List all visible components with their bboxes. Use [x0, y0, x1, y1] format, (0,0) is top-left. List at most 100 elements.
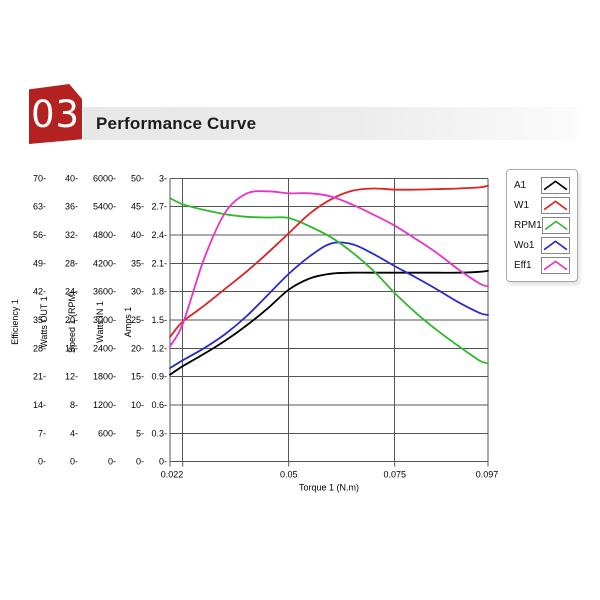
y-tick-label: 1200- — [93, 400, 116, 410]
y-tick-label: 1800- — [93, 372, 116, 382]
page-title: Performance Curve — [96, 113, 257, 133]
y-axis-title: Watts IN 1 — [95, 301, 105, 343]
y-tick-label: 2.7- — [151, 202, 167, 212]
y-tick-label: 2400- — [93, 343, 116, 353]
y-tick-label: 63- — [33, 202, 46, 212]
y-tick-label: 5400- — [93, 202, 116, 212]
y-tick-label: 3000- — [93, 315, 116, 325]
y-tick-label: 3600- — [93, 287, 116, 297]
y-tick-label: 36- — [65, 202, 78, 212]
y-tick-label: 1.2- — [151, 343, 167, 353]
y-tick-label: 0- — [38, 457, 46, 467]
y-tick-label: 20- — [65, 315, 78, 325]
y-tick-label: 2.1- — [151, 258, 167, 268]
y-tick-label: 0.3- — [151, 428, 167, 438]
y-tick-label: 7- — [38, 428, 46, 438]
y-tick-label: 0- — [108, 457, 116, 467]
section-title-bar: Performance Curve — [83, 107, 577, 140]
y-tick-label: 0.9- — [151, 372, 167, 382]
y-tick-label: 70- — [33, 173, 46, 183]
y-tick-label: 2.4- — [151, 230, 167, 240]
legend-label: Eff1 — [514, 259, 532, 271]
x-axis: 0.022 0.05 0.075 0.097 Torque 1 (N.m) — [161, 461, 499, 493]
legend-label: W1 — [514, 199, 529, 211]
x-tick-label: 0.097 — [476, 470, 499, 480]
series-line-w1 — [169, 184, 489, 338]
series-line-wo1 — [169, 241, 489, 370]
y-tick-label: 16- — [65, 343, 78, 353]
y-tick-label: 0- — [136, 457, 144, 467]
legend-swatch-icon — [541, 196, 570, 214]
y-axis-title: Amps 1 — [123, 307, 133, 338]
y-axis-title: Speed 1 (RPM) — [67, 291, 77, 353]
y-tick-label: 21- — [33, 372, 46, 382]
y-tick-label: 42- — [33, 287, 46, 297]
legend-label: Wo1 — [514, 239, 535, 251]
y-tick-label: 3- — [159, 173, 167, 183]
section-number: 03 — [30, 92, 81, 136]
series-line-a1 — [169, 269, 489, 376]
legend-item-rpm1: RPM1 — [514, 215, 570, 235]
y-tick-label: 40- — [131, 230, 144, 240]
y-tick-label: 50- — [131, 173, 144, 183]
y-tick-label: 28- — [65, 258, 78, 268]
y-tick-label: 5- — [136, 428, 144, 438]
series-line-rpm1 — [169, 197, 489, 365]
y-axes: 70- 63- 56- 49- 42- 35- 28- 21- 14- 7- 0- Efficienc… — [10, 173, 167, 466]
y-tick-label: 12- — [65, 372, 78, 382]
y-tick-label: 0- — [159, 457, 167, 467]
legend-swatch-icon — [541, 176, 570, 194]
y-tick-label: 600- — [98, 428, 116, 438]
y-tick-label: 0- — [70, 457, 78, 467]
y-tick-label: 25- — [131, 315, 144, 325]
legend-label: A1 — [514, 179, 527, 191]
chevron-line-icon — [543, 259, 568, 270]
y-tick-label: 35- — [131, 258, 144, 268]
y-tick-label: 20- — [131, 343, 144, 353]
legend-swatch-icon — [541, 236, 570, 254]
y-tick-label: 24- — [65, 287, 78, 297]
y-tick-label: 1.8- — [151, 287, 167, 297]
y-tick-label: 4800- — [93, 230, 116, 240]
x-tick-label: 0.05 — [280, 470, 298, 480]
y-tick-label: 49- — [33, 258, 46, 268]
chevron-line-icon — [543, 239, 568, 250]
y-tick-label: 8- — [70, 400, 78, 410]
legend-item-eff1: Eff1 — [514, 255, 570, 275]
legend-item-w1: W1 — [514, 195, 570, 215]
y-tick-label: 56- — [33, 230, 46, 240]
x-tick-label: 0.075 — [383, 470, 406, 480]
legend-item-a1: A1 — [514, 175, 570, 195]
gridlines — [169, 177, 489, 463]
chevron-line-icon — [544, 219, 568, 230]
legend-item-wo1: Wo1 — [514, 235, 570, 255]
y-tick-label: 30- — [131, 287, 144, 297]
y-tick-label: 14- — [33, 400, 46, 410]
y-tick-label: 15- — [131, 372, 144, 382]
y-tick-label: 40- — [65, 173, 78, 183]
chart-legend: A1 W1 RPM1 Wo1 Eff1 — [506, 169, 578, 282]
y-tick-label: 32- — [65, 230, 78, 240]
legend-swatch-icon — [541, 256, 570, 274]
chevron-line-icon — [543, 199, 568, 210]
series-lines — [169, 184, 489, 376]
legend-label: RPM1 — [514, 219, 542, 231]
y-axis-title: Watts OUT 1 — [39, 296, 49, 348]
y-tick-label: 1.5- — [151, 315, 167, 325]
y-tick-label: 35- — [33, 315, 46, 325]
y-axis-title: Efficiency 1 — [10, 299, 20, 345]
legend-swatch-icon — [541, 216, 570, 234]
y-tick-label: 4200- — [93, 258, 116, 268]
y-tick-label: 10- — [131, 400, 144, 410]
chevron-line-icon — [543, 179, 568, 190]
y-tick-label: 45- — [131, 202, 144, 212]
section-number-badge: 03 — [29, 84, 82, 144]
x-axis-title: Torque 1 (N.m) — [299, 483, 359, 493]
y-tick-label: 0.6- — [151, 400, 167, 410]
x-tick-label: 0.022 — [161, 470, 184, 480]
y-tick-label: 28- — [33, 343, 46, 353]
y-tick-label: 6000- — [93, 173, 116, 183]
series-line-eff1 — [169, 190, 489, 348]
